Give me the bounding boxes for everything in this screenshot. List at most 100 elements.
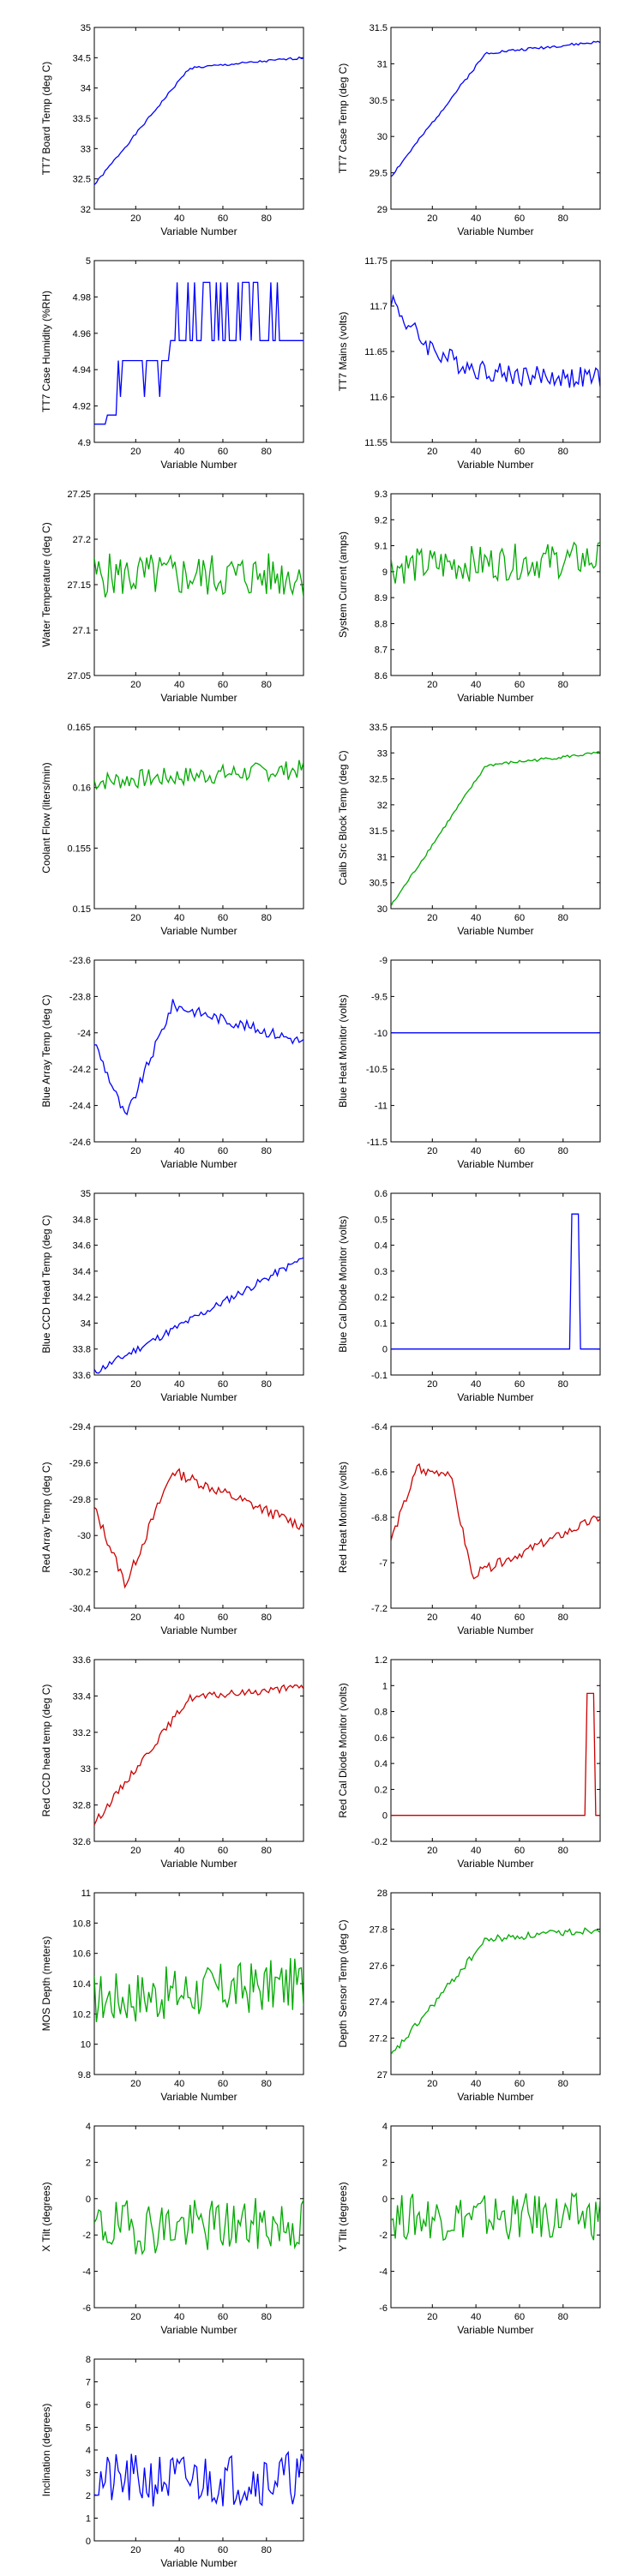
y-axis-label: MOS Depth (meters) xyxy=(40,1937,52,2032)
y-tick-label: 27.2 xyxy=(370,2034,388,2045)
y-tick-label: 27.4 xyxy=(370,1997,388,2008)
y-tick-label: 11.6 xyxy=(370,393,388,403)
x-axis-label: Variable Number xyxy=(457,1858,533,1870)
y-tick-label: 7 xyxy=(86,2378,91,2388)
y-tick-label: 4 xyxy=(382,2122,388,2132)
y-tick-label: 3 xyxy=(86,2469,91,2479)
y-tick-label: 33.5 xyxy=(73,114,91,124)
y-tick-label: 27.2 xyxy=(73,535,91,545)
series-line xyxy=(94,56,303,186)
x-tick-label: 20 xyxy=(427,1146,437,1156)
x-tick-label: 20 xyxy=(130,2545,141,2555)
y-axis-label: Blue Cal Diode Monitor (volts) xyxy=(337,1216,349,1352)
y-tick-label: -11 xyxy=(375,1102,388,1112)
x-tick-label: 60 xyxy=(218,2545,228,2555)
y-tick-label: 34.5 xyxy=(73,53,91,63)
x-tick-label: 80 xyxy=(558,913,568,923)
series-line xyxy=(391,293,600,388)
y-tick-label: 10.4 xyxy=(73,1979,91,1990)
y-tick-label: 34 xyxy=(81,1318,91,1329)
y-tick-label: 4 xyxy=(86,2122,91,2132)
chart-panel-2: 20 40 60 80 29 29.5 30 30.5 31 31.5 Variable Numbe… xyxy=(337,23,601,237)
y-tick-label: 32.5 xyxy=(370,775,388,785)
y-tick-label: 4.92 xyxy=(73,402,91,412)
x-tick-label: 40 xyxy=(174,1146,184,1156)
x-axis-label: Variable Number xyxy=(457,1158,533,1170)
y-tick-label: 2 xyxy=(86,2158,91,2168)
x-tick-label: 60 xyxy=(218,1612,228,1623)
x-tick-label: 80 xyxy=(558,680,568,690)
y-tick-label: -10 xyxy=(374,1029,388,1039)
chart-panel-11: 20 40 60 80 33.6 33.8 34 34.2 34.4 34.6 34.8 35 Vari… xyxy=(40,1189,304,1403)
y-tick-label: 5 xyxy=(86,256,91,267)
x-axis-label: Variable Number xyxy=(160,692,237,704)
y-tick-label: 8.7 xyxy=(375,646,388,656)
y-axis-label: Calib Src Block Temp (deg C) xyxy=(337,750,349,885)
chart-panel-14: 20 40 60 80 -7.2 -7 -6.8 -6.6 -6.4 Variable Numbe… xyxy=(337,1422,601,1636)
y-tick-label: 33.2 xyxy=(73,1728,91,1738)
x-tick-label: 40 xyxy=(471,2312,481,2322)
y-tick-label: -0.1 xyxy=(371,1371,388,1381)
y-tick-label: 34 xyxy=(81,84,91,94)
x-tick-label: 60 xyxy=(514,1379,525,1390)
y-tick-label: -9 xyxy=(379,956,388,966)
x-axis-label: Variable Number xyxy=(160,1624,237,1636)
x-tick-label: 80 xyxy=(558,1146,568,1156)
y-tick-label: -29.6 xyxy=(69,1458,91,1468)
y-tick-label: 11.65 xyxy=(364,347,388,357)
y-tick-label: 33.5 xyxy=(370,723,388,733)
y-tick-label: 0.2 xyxy=(375,1785,388,1795)
y-tick-label: 0 xyxy=(382,1345,388,1355)
y-axis-label: X Tilt (degrees) xyxy=(40,2182,52,2251)
y-tick-label: 31 xyxy=(377,59,388,69)
y-tick-label: 0.5 xyxy=(375,1215,388,1225)
plot-area xyxy=(93,726,304,910)
chart-panel-17: 20 40 60 80 9.8 10 10.2 10.4 10.6 10.8 11 Variable … xyxy=(40,1888,304,2103)
y-tick-label: 0.6 xyxy=(375,1733,388,1744)
chart-panel-5: 20 40 60 80 27.05 27.1 27.15 27.2 27.25 Variable … xyxy=(40,489,304,704)
x-axis-label: Variable Number xyxy=(160,459,237,471)
y-tick-label: 34.8 xyxy=(73,1215,91,1225)
x-tick-label: 60 xyxy=(514,1146,525,1156)
x-tick-label: 80 xyxy=(261,2545,272,2555)
y-tick-label: -6 xyxy=(82,2303,91,2314)
series-line xyxy=(94,1958,303,2022)
y-tick-label: 33 xyxy=(81,144,91,154)
x-tick-label: 80 xyxy=(261,1846,272,1856)
y-axis-label: Red Cal Diode Monitor (volts) xyxy=(337,1683,349,1817)
series-line xyxy=(94,2450,303,2507)
plot-area xyxy=(93,27,304,210)
y-tick-label: 30 xyxy=(377,904,388,915)
y-tick-label: 9.2 xyxy=(375,515,388,525)
chart-panel-10: 20 40 60 80 -11.5 -11 -10.5 -10 -9.5 -9 Variable N… xyxy=(337,956,601,1170)
y-tick-label: 1 xyxy=(86,2514,91,2525)
y-tick-label: -24.6 xyxy=(69,1138,91,1148)
y-tick-label: 30 xyxy=(377,132,388,142)
y-tick-label: 33 xyxy=(377,748,388,759)
x-tick-label: 40 xyxy=(471,2079,481,2089)
x-tick-label: 40 xyxy=(174,1379,184,1390)
y-axis-label: System Current (amps) xyxy=(337,531,349,638)
y-tick-label: 27.05 xyxy=(67,671,91,682)
chart-panel-6: 20 40 60 80 8.6 8.7 8.8 8.9 9 9.1 9.2 9.3 Variable N… xyxy=(337,489,601,704)
plot-area xyxy=(390,1892,601,2075)
x-tick-label: 60 xyxy=(218,1146,228,1156)
series-line xyxy=(94,1468,303,1589)
y-tick-label: 33.8 xyxy=(73,1345,91,1355)
x-tick-label: 80 xyxy=(558,1612,568,1623)
y-axis-label: Coolant Flow (liters/min) xyxy=(40,762,52,873)
y-tick-label: 32.5 xyxy=(73,175,91,185)
y-tick-label: 0.4 xyxy=(375,1759,388,1769)
plot-area xyxy=(93,1192,304,1376)
y-tick-label: 11.75 xyxy=(364,256,388,267)
y-tick-label: 9 xyxy=(382,567,388,578)
x-tick-label: 40 xyxy=(174,213,184,224)
x-tick-label: 60 xyxy=(218,913,228,923)
y-axis-label: TT7 Mains (volts) xyxy=(337,312,349,392)
y-tick-label: 9.1 xyxy=(375,542,388,552)
y-tick-label: -24.4 xyxy=(69,1102,91,1112)
y-axis-label: Y Tilt (degrees) xyxy=(337,2182,349,2251)
series-line xyxy=(391,1692,600,1816)
x-tick-label: 80 xyxy=(261,447,272,457)
plot-area xyxy=(390,27,601,210)
